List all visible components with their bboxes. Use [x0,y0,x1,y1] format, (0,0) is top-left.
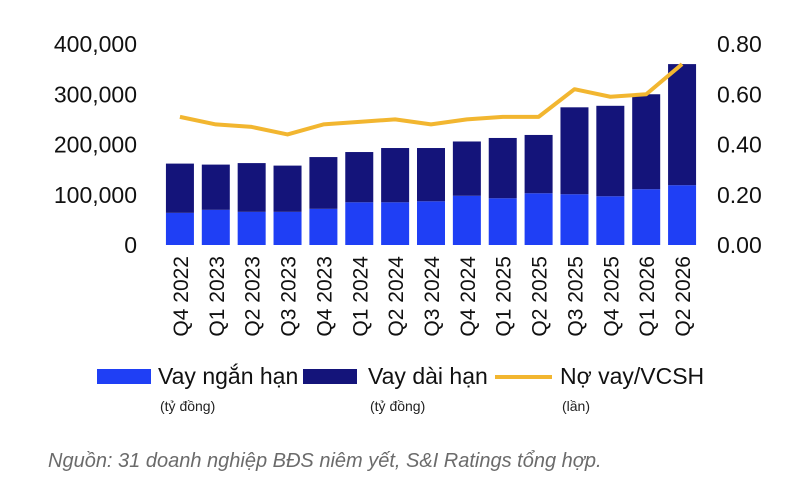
x-tick-label: Q1 2025 [493,256,516,337]
bar-short-term [524,193,553,245]
bar-long-term [596,105,625,197]
bar-long-term [452,141,481,196]
source-note: Nguồn: 31 doanh nghiệp BĐS niêm yết, S&I… [48,450,602,472]
bar-long-term [201,164,230,210]
x-tick-label: Q2 2025 [529,256,552,337]
legend-unit-long-term: (tỷ đồng) [370,398,425,414]
left-tick-label: 300,000 [54,81,137,107]
legend-label-long-term: Vay dài hạn [368,363,488,389]
bar-long-term [632,94,661,190]
bar-short-term [452,195,481,245]
legend-swatch-long-term [303,369,357,384]
right-tick-label: 0.00 [717,232,762,258]
legend-unit-ratio: (lần) [562,398,590,414]
left-tick-label: 200,000 [54,132,137,158]
bar-long-term [560,107,589,195]
x-axis: Q4 2022 Q1 2023 Q2 2023 Q3 2023 Q4 2023 Q1 20… [170,256,695,337]
bar-short-term [345,202,374,245]
bar-short-term [165,212,194,245]
bar-long-term [417,148,445,202]
right-tick-label: 0.40 [717,132,762,158]
bar-short-term [237,211,266,245]
bar-short-term [596,196,625,245]
x-tick-label: Q1 2023 [206,256,229,337]
bar-long-term [524,134,553,194]
bar-short-term [668,185,697,245]
bar-short-term [381,202,410,245]
left-axis: 0 100,000 200,000 300,000 400,000 [54,31,137,258]
x-tick-label: Q4 2025 [600,256,623,337]
bar-short-term [632,189,661,245]
right-tick-label: 0.60 [717,81,762,107]
ratio-line-series [179,62,684,137]
x-tick-label: Q3 2023 [278,256,301,337]
left-tick-label: 0 [124,232,137,258]
bar-long-term [273,165,302,212]
left-tick-label: 400,000 [54,31,137,57]
bar-long-term [309,157,338,209]
x-tick-label: Q1 2024 [349,256,372,337]
bar-short-term [201,209,230,245]
right-tick-label: 0.80 [717,31,762,57]
bar-long-term [345,152,374,203]
x-tick-label: Q3 2025 [564,256,587,337]
bar-series [165,64,697,245]
bar-long-term [237,163,266,212]
x-tick-label: Q1 2026 [636,256,659,337]
bar-short-term [273,211,302,245]
legend: Vay ngắn hạn (tỷ đồng) Vay dài hạn (tỷ đ… [97,363,704,414]
left-tick-label: 100,000 [54,182,137,208]
x-tick-label: Q3 2024 [421,256,444,337]
bar-short-term [417,201,445,245]
legend-label-ratio: Nợ vay/VCSH [560,363,704,389]
legend-swatch-short-term [97,369,151,384]
x-tick-label: Q4 2022 [170,256,193,337]
right-tick-label: 0.20 [717,182,762,208]
bar-long-term [381,148,410,203]
bar-short-term [560,194,589,245]
x-tick-label: Q2 2026 [672,256,695,337]
x-tick-label: Q4 2023 [313,256,336,337]
x-tick-label: Q2 2024 [385,256,408,337]
bar-long-term [668,64,697,186]
x-tick-label: Q4 2024 [457,256,480,337]
bar-long-term [488,137,517,199]
bar-short-term [488,198,517,245]
legend-label-short-term: Vay ngắn hạn [158,363,298,389]
ratio-line [179,62,684,137]
bar-long-term [165,163,194,213]
x-tick-label: Q2 2023 [242,256,265,337]
legend-unit-short-term: (tỷ đồng) [160,398,215,414]
bar-short-term [309,208,338,245]
right-axis: 0.00 0.20 0.40 0.60 0.80 [717,31,762,258]
